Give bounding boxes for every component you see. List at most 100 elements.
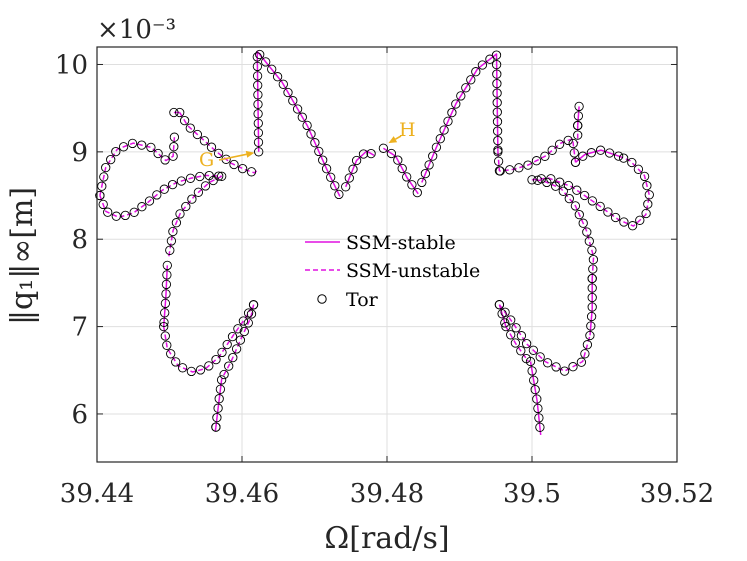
annotation-h-arrow (395, 135, 402, 140)
tor-point (570, 201, 581, 211)
ssm-unstable-segment (162, 304, 255, 373)
tor-point (246, 309, 257, 319)
tor-point (261, 57, 271, 67)
tor-point (521, 353, 531, 364)
tor-point (558, 186, 568, 196)
tor-point (511, 323, 521, 333)
tor-point (428, 151, 438, 161)
legend-label-tor: Tor (346, 289, 379, 311)
tor-point (570, 157, 581, 167)
ssm-stable-segment (576, 106, 580, 126)
tor-point (535, 352, 545, 362)
tor-point (516, 346, 526, 356)
tor-point (527, 366, 537, 376)
tor-point (253, 137, 264, 147)
tor-point (101, 162, 111, 173)
tor-point (536, 174, 547, 184)
tor-point (95, 190, 105, 201)
tor-point (160, 298, 171, 309)
tor-point (186, 366, 197, 377)
tor-point (144, 196, 155, 206)
tor-point (351, 155, 362, 166)
tor-point (165, 245, 175, 255)
tor-point (613, 151, 624, 161)
tor-point (573, 130, 583, 140)
tor-point (214, 394, 224, 404)
tor-point (551, 362, 561, 372)
tor-point (627, 157, 637, 168)
tor-point (97, 181, 107, 191)
tor-point (326, 172, 336, 182)
tor-point (586, 321, 596, 331)
tor-point (417, 177, 427, 188)
tor-point (506, 330, 516, 340)
tor-point (213, 403, 223, 413)
tor-point (161, 289, 171, 299)
tor-point (494, 300, 505, 310)
tor-point (493, 135, 503, 146)
tor-point (451, 99, 461, 109)
tor-point (641, 208, 651, 219)
tor-point (532, 394, 542, 404)
tor-point (206, 142, 217, 152)
tor-point (528, 345, 539, 355)
x-tick-label: 39.52 (640, 479, 714, 509)
tor-point (572, 185, 582, 195)
tor-point (237, 163, 248, 174)
ssm-unstable-segment (497, 151, 501, 172)
tor-point (461, 83, 471, 93)
ssm-unstable-segment (214, 426, 217, 432)
ssm-stable-segment (162, 265, 169, 327)
tor-point (167, 179, 178, 190)
tor-point (431, 142, 442, 152)
tor-point (554, 139, 565, 149)
tor-point (587, 273, 597, 284)
tor-point (506, 315, 516, 325)
x-axis-label: Ω[rad/s] (324, 521, 449, 556)
tor-point (584, 236, 594, 246)
tor-point (211, 354, 221, 365)
tor-point (171, 218, 182, 228)
ssm-stable-segment (345, 150, 375, 188)
tor-point (633, 164, 644, 174)
annotation-g-arrow (218, 153, 247, 161)
tor-point (578, 218, 588, 228)
tor-point (98, 199, 108, 210)
tor-point (253, 128, 264, 138)
tor-point (211, 422, 221, 432)
tor-point (185, 173, 196, 183)
tor-point (318, 155, 328, 165)
tor-point (272, 72, 283, 82)
tor-point (535, 422, 545, 432)
tor-point (485, 54, 495, 64)
tor-point (618, 153, 629, 163)
tor-point (585, 330, 595, 341)
tor-point (162, 270, 172, 280)
tor-point (500, 318, 510, 328)
tor-point (267, 64, 277, 74)
tor-point (103, 207, 113, 217)
tor-point (576, 357, 587, 367)
tor-point (169, 107, 179, 118)
tor-point (639, 171, 650, 182)
annotations: G H (199, 119, 416, 171)
tor-point (568, 362, 578, 372)
ssm-stable-segment (256, 50, 341, 197)
tor-point (494, 166, 505, 176)
tor-point (397, 163, 407, 174)
tor-point (283, 87, 293, 98)
tor-point (213, 148, 224, 159)
tor-point (366, 148, 376, 159)
tor-point (534, 413, 544, 423)
y-tick-label: 6 (71, 400, 88, 430)
tor-point (169, 142, 179, 152)
tor-point (546, 174, 556, 184)
tor-point (529, 375, 539, 385)
y-axis-label: ‖q₁‖∞[m] (5, 187, 40, 325)
tor-point (531, 156, 542, 166)
tor-point (493, 147, 503, 157)
tor-point (510, 338, 521, 348)
tor-point (253, 90, 263, 100)
tor-point (99, 172, 109, 182)
